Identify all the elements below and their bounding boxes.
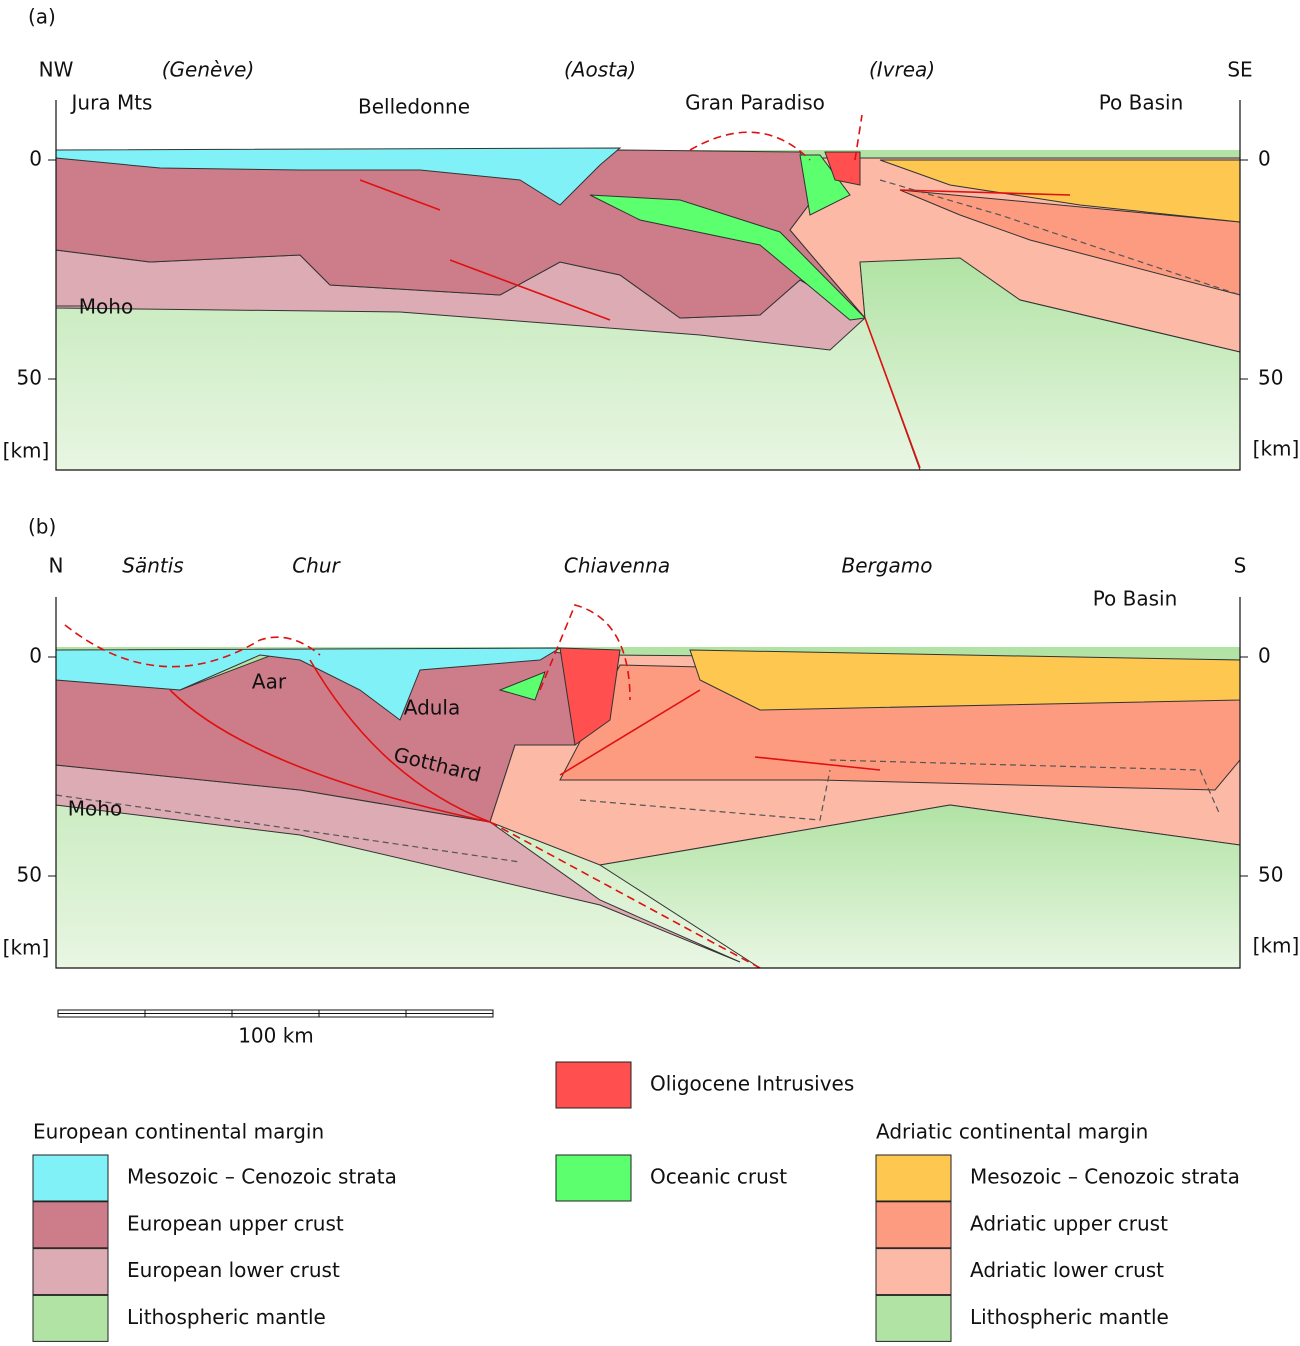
- unit-label: Adula: [404, 696, 461, 720]
- legend-label: Mesozoic – Cenozoic strata: [127, 1165, 397, 1189]
- depth-unit: [km]: [3, 936, 50, 960]
- place-label: (Ivrea): [869, 58, 935, 82]
- eu-upper-crust: [55, 149, 866, 319]
- legend-label: Lithospheric mantle: [127, 1305, 326, 1329]
- legend-label: Oligocene Intrusives: [650, 1072, 854, 1096]
- fault: [864, 317, 921, 469]
- direction-label: N: [49, 554, 64, 578]
- panel-label: (a): [28, 5, 56, 29]
- legend-swatch: [875, 1154, 952, 1202]
- place-label: (Genève): [162, 58, 255, 82]
- panel-label: (b): [28, 515, 56, 539]
- intrusive: [824, 151, 861, 186]
- legend-swatch: [875, 1201, 952, 1249]
- legend-label: European lower crust: [127, 1258, 340, 1282]
- unit-label: Jura Mts: [70, 91, 153, 115]
- frame: [55, 597, 1241, 969]
- depth-unit: [km]: [1253, 437, 1300, 461]
- place-label: (Aosta): [564, 58, 636, 82]
- depth-unit: [km]: [1253, 934, 1300, 958]
- scale-bar-ticks: [58, 1010, 493, 1017]
- moho-label: Moho: [79, 295, 133, 319]
- depth-label: 0: [1258, 644, 1271, 668]
- scale-bar-label: 100 km: [238, 1024, 314, 1048]
- oceanic-crust: [498, 671, 546, 701]
- depth-label: 50: [17, 366, 42, 390]
- depth-label: 0: [29, 147, 42, 171]
- moho-label: Moho: [68, 797, 122, 821]
- depth-unit: [km]: [3, 439, 50, 463]
- legend-title: Adriatic continental margin: [876, 1120, 1148, 1144]
- boundary: [879, 179, 1241, 296]
- frame: [55, 100, 1241, 471]
- fault: [559, 689, 881, 776]
- legend-swatch: [32, 1201, 109, 1249]
- ad-strata: [689, 649, 1241, 711]
- fault: [169, 659, 491, 823]
- depth-label: 50: [1258, 366, 1283, 390]
- legend-swatch: [875, 1294, 952, 1342]
- unit-label: Po Basin: [1099, 91, 1184, 115]
- place-label: Bergamo: [842, 554, 933, 578]
- legend-swatch: [555, 1061, 632, 1109]
- legend-title: European continental margin: [33, 1120, 324, 1144]
- fault: [64, 604, 761, 969]
- legend-swatch: [32, 1248, 109, 1296]
- legend-label: Mesozoic – Cenozoic strata: [970, 1165, 1240, 1189]
- oceanic-crust: [799, 154, 851, 216]
- legend-label: Adriatic upper crust: [970, 1211, 1168, 1235]
- unit-label: Belledonne: [358, 95, 470, 119]
- unit-label: Gran Paradiso: [685, 91, 825, 115]
- direction-label: SE: [1227, 58, 1252, 82]
- boundary: [55, 759, 1221, 863]
- unit-label: Po Basin: [1093, 587, 1178, 611]
- legend-swatch: [875, 1248, 952, 1296]
- ad-upper-crust: [899, 189, 1241, 296]
- place-label: Chur: [292, 554, 341, 578]
- eu-strata: [55, 647, 562, 721]
- scale-bar: 100 km: [57, 1009, 494, 1048]
- ad-strata: [879, 159, 1241, 223]
- legend-label: Lithospheric mantle: [970, 1305, 1169, 1329]
- fault: [359, 179, 1071, 321]
- legend-swatch: [32, 1154, 109, 1202]
- section-a: [55, 100, 1241, 471]
- oceanic-crust: [589, 194, 867, 321]
- depth-label: 50: [17, 863, 42, 887]
- section-b: [55, 597, 1241, 969]
- direction-label: NW: [39, 58, 74, 82]
- place-label: Chiavenna: [564, 554, 670, 578]
- depth-label: 50: [1258, 863, 1283, 887]
- legend-label: Oceanic crust: [650, 1165, 787, 1189]
- unit-label: Aar: [252, 670, 287, 694]
- depth-label: 0: [1258, 147, 1271, 171]
- depth-label: 0: [29, 644, 42, 668]
- legend-label: Adriatic lower crust: [970, 1258, 1164, 1282]
- eroded-fold: [689, 114, 863, 161]
- direction-label: S: [1234, 554, 1247, 578]
- intrusive: [559, 647, 621, 746]
- place-label: Säntis: [122, 554, 183, 578]
- eu-strata: [55, 147, 622, 206]
- legend-swatch: [555, 1154, 632, 1202]
- legend-swatch: [32, 1294, 109, 1342]
- legend-label: European upper crust: [127, 1211, 344, 1235]
